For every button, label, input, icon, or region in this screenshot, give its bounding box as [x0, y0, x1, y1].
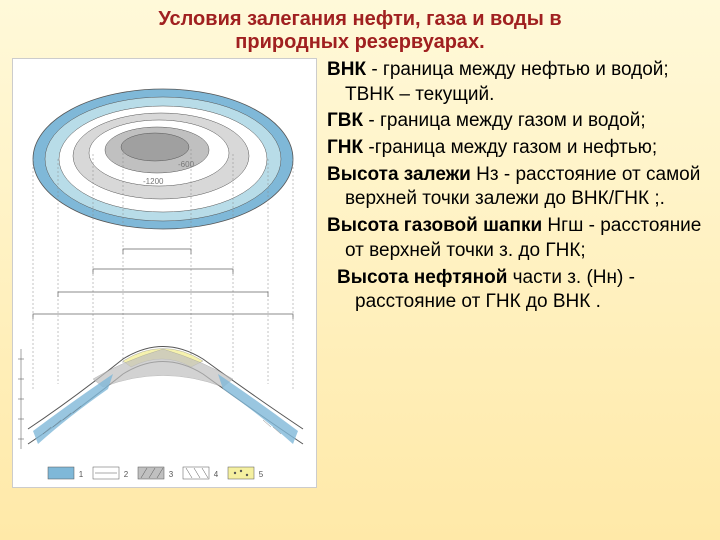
title-line-2: природных резервуарах. [235, 31, 484, 53]
gvk-term: ГВК [327, 110, 363, 131]
hz-term: Высота залежи [327, 164, 471, 185]
svg-text:5: 5 [259, 470, 264, 479]
vnk-def: - граница между нефтью и водой; ТВНК – т… [345, 59, 669, 105]
svg-text:-600: -600 [178, 160, 195, 169]
dimension-brackets-icon [33, 249, 293, 319]
vnk-term: ВНК [327, 59, 366, 80]
hn-term: Высота нефтяной [337, 267, 507, 288]
svg-text:4: 4 [214, 470, 219, 479]
title-line-1: Условия залегания нефти, газа и воды в [158, 8, 561, 30]
gnk-def: -граница между газом и нефтью; [363, 137, 657, 158]
contour-map-icon: -1200 -600 [33, 89, 293, 229]
cross-section-icon [28, 347, 303, 445]
svg-text:2: 2 [124, 470, 129, 479]
svg-text:3: 3 [169, 470, 174, 479]
page-title: Условия залегания нефти, газа и воды в п… [12, 8, 708, 54]
gvk-def: - граница между газом и водой; [363, 110, 646, 131]
svg-text:-1200: -1200 [143, 177, 164, 186]
hgsh-term: Высота газовой шапки [327, 215, 542, 236]
geological-diagram: -1200 -600 [12, 58, 317, 488]
vertical-scale-icon [18, 349, 24, 449]
svg-text:1: 1 [79, 470, 84, 479]
definitions-text: ВНК - граница между нефтью и водой; ТВНК… [327, 58, 708, 488]
legend-icon: 1 2 3 4 5 [48, 467, 264, 479]
gnk-term: ГНК [327, 137, 363, 158]
